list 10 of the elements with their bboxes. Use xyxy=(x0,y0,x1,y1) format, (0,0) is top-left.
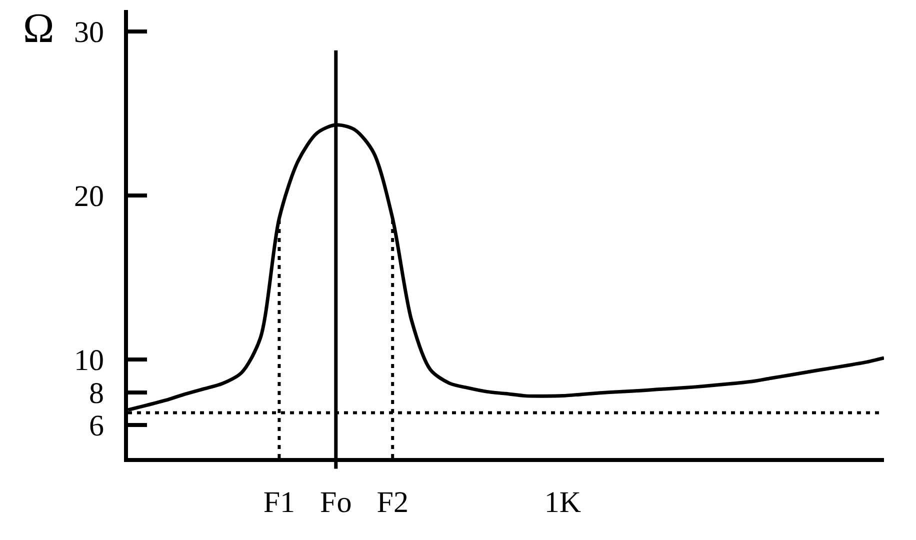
y-tick-label: 8 xyxy=(89,376,104,410)
x-tick-label: 1K xyxy=(544,486,582,519)
y-tick-label: 30 xyxy=(74,16,104,49)
x-tick-label: F2 xyxy=(376,486,408,519)
y-axis-title: Ω xyxy=(23,6,54,52)
y-tick-label: 20 xyxy=(74,180,104,213)
x-tick-label: Fo xyxy=(320,486,352,519)
y-tick-label: 6 xyxy=(89,410,104,443)
x-tick-label: F1 xyxy=(263,486,296,519)
y-tick-label: 10 xyxy=(74,344,104,378)
